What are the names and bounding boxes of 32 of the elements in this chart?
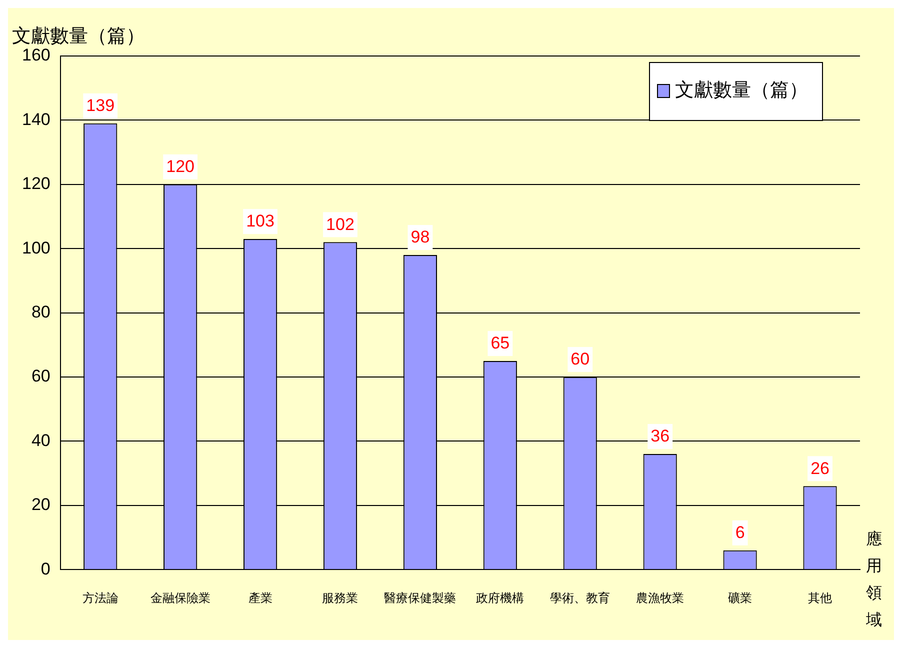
- y-tick-label: 0: [40, 559, 50, 578]
- x-tick-label: 服務業: [322, 590, 358, 605]
- data-label: 26: [810, 458, 830, 478]
- data-label: 65: [490, 334, 510, 353]
- y-tick-label: 100: [22, 238, 50, 258]
- x-tick-label: 其他: [808, 590, 832, 605]
- data-label: 98: [410, 228, 430, 247]
- x-axis-title: 應用領域: [865, 528, 882, 629]
- y-tick-label: 160: [22, 46, 50, 65]
- data-label: 103: [246, 212, 274, 231]
- data-label: 6: [735, 523, 745, 542]
- x-tick-label: 方法論: [82, 590, 118, 605]
- x-tick-label: 產業: [248, 590, 272, 605]
- data-label: 36: [650, 426, 670, 446]
- y-tick-label: 40: [31, 430, 50, 450]
- x-tick-label: 政府機構: [476, 590, 524, 605]
- x-tick-label: 農漁牧業: [636, 590, 684, 605]
- data-label: 102: [326, 214, 354, 234]
- x-tick-label: 金融保險業: [150, 590, 210, 605]
- legend-label: 文獻數量（篇）: [675, 78, 808, 101]
- y-tick-label: 120: [22, 174, 50, 194]
- y-tick-label: 140: [22, 110, 50, 129]
- y-tick-label: 20: [31, 495, 50, 514]
- y-tick-label: 80: [31, 302, 50, 322]
- x-tick-label: 礦業: [728, 590, 752, 605]
- x-tick-label: 學術、教育: [550, 590, 610, 605]
- data-label: 60: [570, 350, 590, 369]
- data-label: 120: [166, 157, 194, 176]
- x-tick-label: 醫療保健製藥: [384, 590, 456, 605]
- y-axis-title: 文獻數量（篇）: [12, 25, 145, 47]
- data-label: 139: [86, 96, 115, 116]
- y-tick-label: 60: [31, 366, 50, 386]
